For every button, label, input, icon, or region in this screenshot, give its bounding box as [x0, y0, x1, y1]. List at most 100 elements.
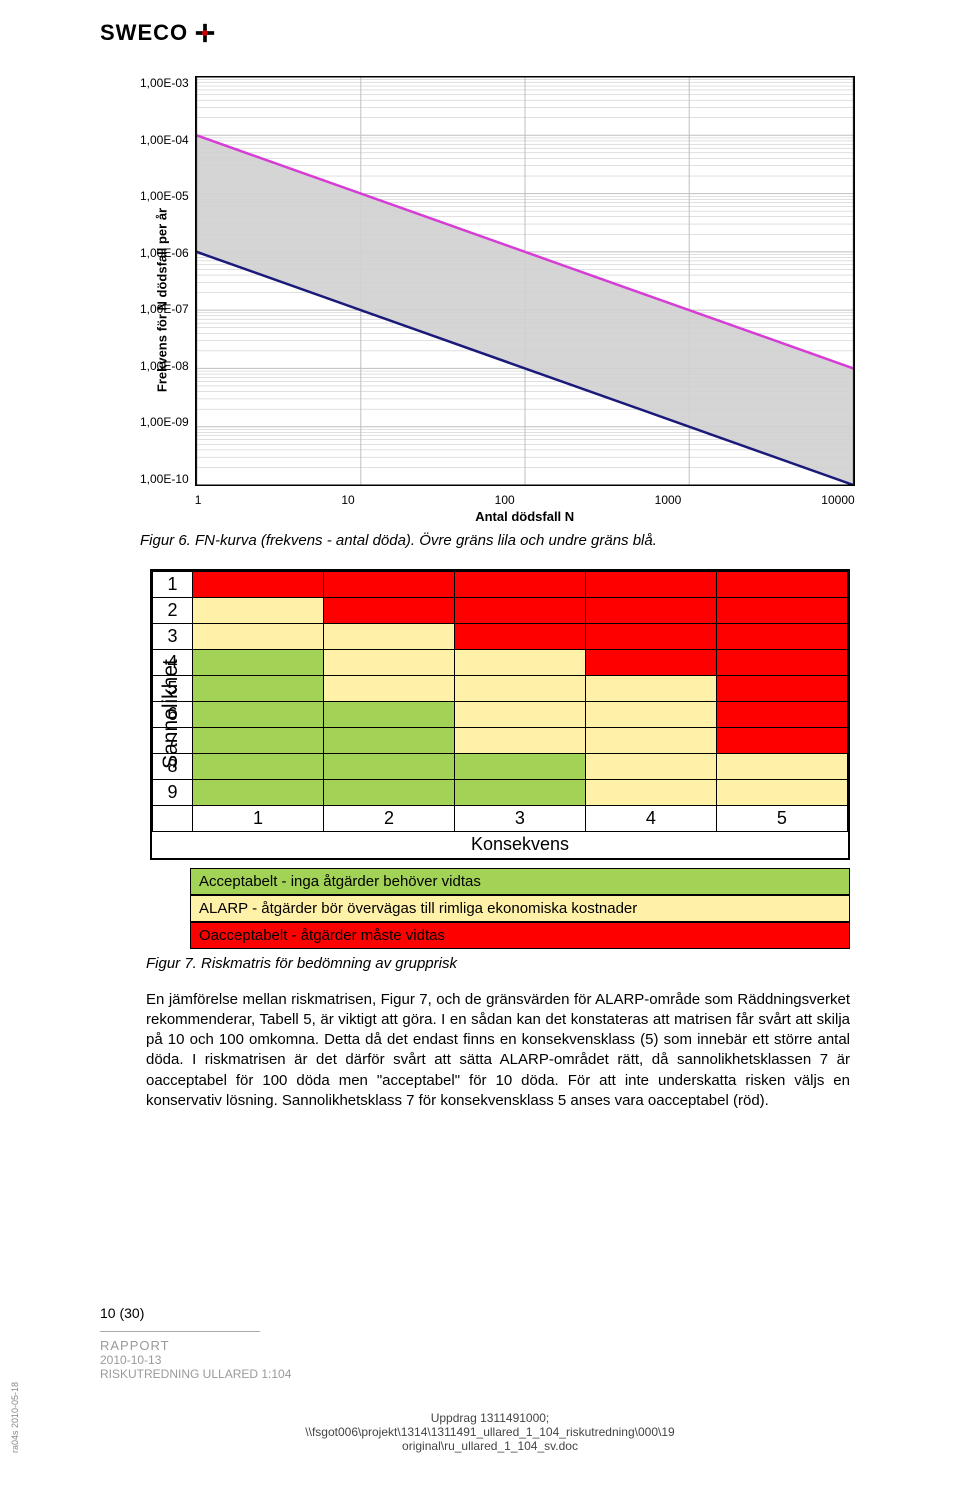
- matrix-cell: [193, 676, 324, 702]
- matrix-cell: [716, 780, 847, 806]
- matrix-cell: [716, 598, 847, 624]
- footer-title: RISKUTREDNING ULLARED 1:104: [100, 1367, 880, 1381]
- matrix-cell: [193, 572, 324, 598]
- fn-ytick: 1,00E-09: [140, 415, 189, 429]
- risk-matrix-legend: Acceptabelt - inga åtgärder behöver vidt…: [190, 868, 850, 949]
- matrix-cell: [454, 624, 585, 650]
- matrix-cell: [323, 754, 454, 780]
- page-header: SWECO: [100, 20, 880, 46]
- fn-chart-caption: Figur 6. FN-kurva (frekvens - antal döda…: [140, 532, 880, 549]
- matrix-row-head: 1: [153, 572, 193, 598]
- logo-icon: [194, 22, 216, 44]
- matrix-cell: [716, 650, 847, 676]
- matrix-cell: [585, 728, 716, 754]
- matrix-cell: [716, 624, 847, 650]
- footer-path-1: Uppdrag 1311491000;: [100, 1411, 880, 1425]
- matrix-col-head: 2: [323, 806, 454, 832]
- logo-text: SWECO: [100, 20, 188, 46]
- matrix-cell: [585, 676, 716, 702]
- risk-matrix-container: Sannolikhet 12345678912345Konsekvens: [150, 569, 850, 860]
- matrix-xlabel: Konsekvens: [193, 832, 848, 858]
- risk-matrix-caption: Figur 7. Riskmatris för bedömning av gru…: [146, 955, 880, 972]
- matrix-row: 8: [153, 754, 848, 780]
- matrix-row-head: 3: [153, 624, 193, 650]
- matrix-cell: [193, 650, 324, 676]
- matrix-cell: [716, 728, 847, 754]
- fn-chart-xticks: 1 10 100 1000 10000: [195, 493, 855, 507]
- matrix-cell: [323, 702, 454, 728]
- footer-date: 2010-10-13: [100, 1353, 880, 1367]
- matrix-col-head: 5: [716, 806, 847, 832]
- matrix-cell: [193, 728, 324, 754]
- legend-row: Acceptabelt - inga åtgärder behöver vidt…: [190, 868, 850, 895]
- fn-chart: 1,00E-031,00E-041,00E-051,00E-061,00E-07…: [140, 76, 880, 524]
- matrix-cell: [193, 598, 324, 624]
- page-footer: ra04s 2010-05-18 10 (30) RAPPORT 2010-10…: [100, 1305, 880, 1453]
- matrix-col-head: 1: [193, 806, 324, 832]
- fn-ytick: 1,00E-03: [140, 76, 189, 90]
- risk-matrix-ylabel: Sannolikhet: [159, 659, 183, 769]
- body-paragraph: En jämförelse mellan riskmatrisen, Figur…: [146, 990, 850, 1112]
- matrix-row: 2: [153, 598, 848, 624]
- matrix-row: 5: [153, 676, 848, 702]
- fn-ytick: 1,00E-05: [140, 189, 189, 203]
- matrix-row: 4: [153, 650, 848, 676]
- legend-row: Oacceptabelt - åtgärder måste vidtas: [190, 922, 850, 949]
- matrix-cell: [193, 754, 324, 780]
- fn-ytick: 1,00E-04: [140, 133, 189, 147]
- matrix-cell: [454, 572, 585, 598]
- matrix-col-head: 3: [454, 806, 585, 832]
- fn-chart-xlabel: Antal dödsfall N: [195, 509, 855, 524]
- matrix-cell: [585, 702, 716, 728]
- matrix-row: 7: [153, 728, 848, 754]
- footer-path-3: original\ru_ullared_1_104_sv.doc: [100, 1439, 880, 1453]
- footer-file-paths: Uppdrag 1311491000; \\fsgot006\projekt\1…: [100, 1411, 880, 1453]
- footer-side-code: ra04s 2010-05-18: [10, 1382, 20, 1453]
- matrix-cell: [716, 676, 847, 702]
- matrix-cell: [323, 650, 454, 676]
- matrix-cell: [716, 702, 847, 728]
- matrix-cell: [323, 572, 454, 598]
- fn-chart-plot: [195, 76, 855, 486]
- risk-matrix-table: 12345678912345Konsekvens: [152, 571, 848, 858]
- matrix-row-head: 9: [153, 780, 193, 806]
- fn-ytick: 1,00E-10: [140, 472, 189, 486]
- matrix-cell: [323, 598, 454, 624]
- footer-path-2: \\fsgot006\projekt\1314\1311491_ullared_…: [100, 1425, 880, 1439]
- matrix-cell: [323, 780, 454, 806]
- matrix-row: 3: [153, 624, 848, 650]
- matrix-cell: [585, 598, 716, 624]
- fn-xtick: 10000: [821, 493, 854, 507]
- footer-rapport: RAPPORT: [100, 1338, 880, 1353]
- matrix-cell: [716, 754, 847, 780]
- matrix-row: 9: [153, 780, 848, 806]
- matrix-cell: [716, 572, 847, 598]
- matrix-cell: [454, 754, 585, 780]
- matrix-cell: [454, 728, 585, 754]
- fn-xtick: 1: [195, 493, 202, 507]
- matrix-col-head-row: 12345: [153, 806, 848, 832]
- fn-xtick: 10: [341, 493, 354, 507]
- fn-chart-container: Frekvens för N dödsfall per år 1,00E-03 1…: [100, 76, 880, 524]
- footer-page-number: 10 (30): [100, 1305, 880, 1321]
- fn-xtick: 1000: [655, 493, 682, 507]
- matrix-cell: [585, 572, 716, 598]
- fn-xtick: 100: [495, 493, 515, 507]
- matrix-cell: [585, 624, 716, 650]
- matrix-cell: [585, 780, 716, 806]
- matrix-cell: [454, 676, 585, 702]
- matrix-row: 6: [153, 702, 848, 728]
- matrix-cell: [585, 650, 716, 676]
- fn-chart-ylabel: Frekvens för N dödsfall per år: [155, 208, 170, 392]
- matrix-cell: [323, 624, 454, 650]
- matrix-row-head: 2: [153, 598, 193, 624]
- matrix-cell: [454, 650, 585, 676]
- matrix-cell: [454, 702, 585, 728]
- matrix-cell: [323, 728, 454, 754]
- matrix-cell: [323, 676, 454, 702]
- matrix-row: 1: [153, 572, 848, 598]
- matrix-cell: [585, 754, 716, 780]
- matrix-cell: [454, 598, 585, 624]
- matrix-cell: [454, 780, 585, 806]
- matrix-cell: [193, 624, 324, 650]
